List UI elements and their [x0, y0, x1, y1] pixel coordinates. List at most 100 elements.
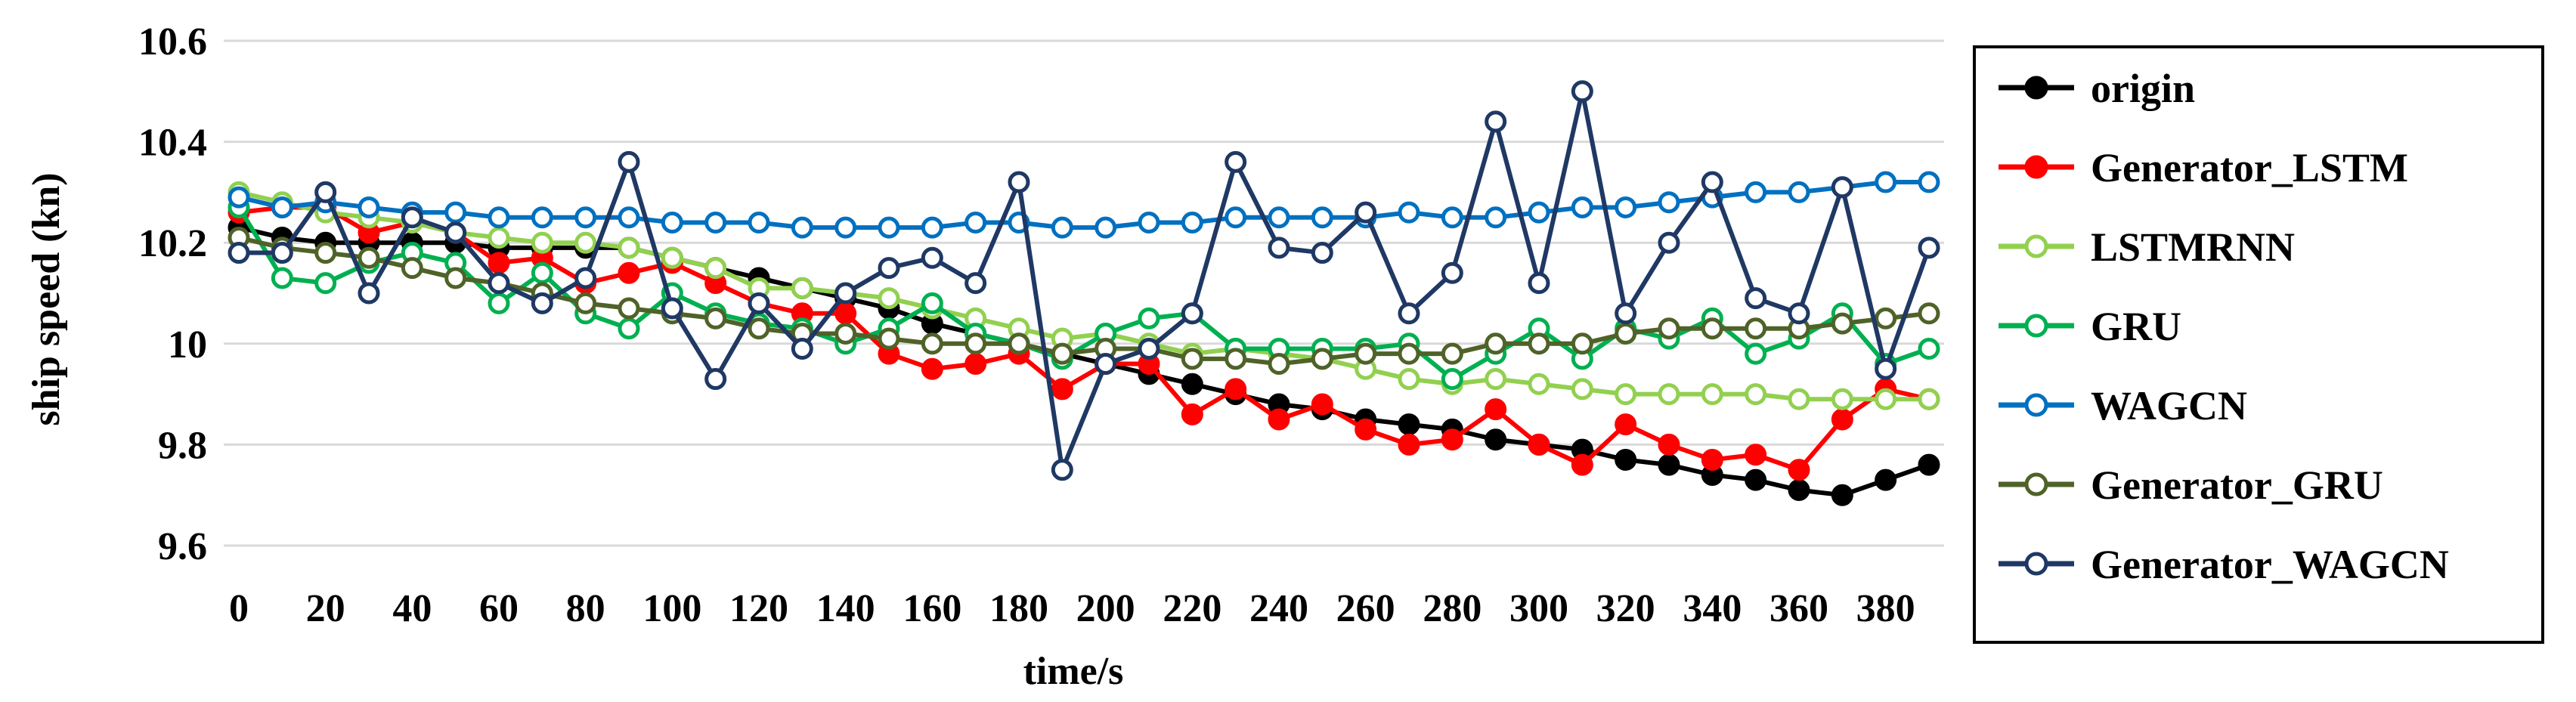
legend-item: LSTMRNN	[1999, 224, 2295, 270]
data-point	[618, 237, 640, 259]
data-point	[618, 317, 640, 340]
legend-label: Generator_WAGCN	[2091, 542, 2449, 587]
data-point	[1181, 211, 1203, 233]
data-point	[791, 277, 813, 299]
data-point	[1528, 332, 1550, 355]
data-point	[1571, 453, 1593, 476]
legend-item: GRU	[1999, 304, 2181, 349]
data-point	[1311, 348, 1333, 370]
data-point	[878, 287, 900, 310]
data-point	[704, 307, 727, 329]
data-point	[1658, 383, 1680, 406]
legend-swatch-marker	[2024, 76, 2048, 100]
legend-item: Generator_WAGCN	[1999, 542, 2449, 587]
data-point	[1225, 206, 1247, 229]
data-point	[1571, 196, 1593, 218]
series-generator-wagcn	[228, 80, 1940, 481]
data-point	[1918, 237, 1940, 259]
data-point	[1918, 337, 1940, 360]
data-point	[1788, 302, 1810, 325]
data-point	[1225, 348, 1247, 370]
data-point	[228, 242, 250, 264]
data-point	[1441, 206, 1463, 229]
data-point	[1571, 80, 1593, 103]
series-line	[238, 180, 1929, 230]
data-point	[1181, 373, 1203, 395]
x-tick-label: 40	[392, 587, 432, 630]
legend-item: WAGCN	[1999, 383, 2247, 428]
data-point	[1311, 393, 1333, 416]
data-point	[271, 267, 293, 289]
data-point	[1658, 231, 1680, 254]
data-point	[488, 272, 510, 295]
data-point	[1875, 171, 1897, 193]
data-point	[1225, 378, 1247, 400]
data-point	[271, 196, 293, 218]
data-point	[1441, 428, 1463, 451]
data-point	[228, 186, 250, 209]
data-point	[1875, 469, 1897, 491]
data-point	[531, 231, 553, 254]
data-point	[1615, 302, 1637, 325]
data-point	[1745, 342, 1767, 365]
data-point	[488, 227, 510, 249]
data-point	[1701, 317, 1723, 340]
data-point	[1051, 459, 1073, 481]
data-point	[358, 282, 380, 305]
x-tick-label: 200	[1076, 587, 1135, 630]
data-point	[618, 261, 640, 284]
series-line	[238, 205, 1930, 472]
series-line	[239, 88, 1931, 472]
data-point	[1615, 196, 1637, 218]
x-tick-label: 360	[1769, 587, 1828, 630]
legend-item: origin	[1999, 66, 2195, 111]
data-point	[444, 267, 467, 289]
data-point	[1138, 211, 1160, 233]
legend-label: Generator_LSTM	[2091, 145, 2408, 190]
data-point	[618, 206, 640, 229]
data-point	[1875, 357, 1897, 380]
data-point	[834, 322, 857, 345]
data-point	[1831, 484, 1853, 506]
legend-label: Generator_GRU	[2091, 462, 2383, 508]
data-point	[1658, 453, 1680, 476]
legend-label: LSTMRNN	[2091, 224, 2295, 270]
data-point	[1918, 171, 1940, 193]
legend-item: Generator_LSTM	[1999, 145, 2408, 190]
x-axis-title: time/s	[1023, 650, 1124, 693]
data-point	[358, 246, 380, 269]
data-point	[921, 216, 943, 239]
data-point	[834, 302, 857, 325]
data-point	[1398, 201, 1420, 224]
data-point	[1485, 332, 1507, 355]
data-point	[1094, 353, 1117, 376]
data-point	[1528, 272, 1550, 295]
data-point	[964, 332, 987, 355]
data-point	[444, 221, 467, 244]
data-point	[1441, 261, 1463, 284]
data-point	[618, 297, 640, 320]
data-point	[1398, 413, 1420, 436]
data-point	[1311, 206, 1333, 229]
data-point	[444, 201, 467, 224]
data-point	[1528, 433, 1550, 456]
legend-item: Generator_GRU	[1999, 462, 2383, 508]
legend-swatch-marker	[2024, 155, 2048, 179]
data-point	[1701, 448, 1723, 471]
data-point	[1701, 171, 1723, 193]
data-point	[1051, 378, 1073, 400]
x-tick-label: 180	[989, 587, 1048, 630]
data-point	[1918, 453, 1940, 476]
data-point	[1094, 216, 1117, 239]
legend: origin Generator_LSTM LSTMRNN GRU WAGCN Gener…	[1973, 45, 2544, 644]
data-point	[1745, 181, 1767, 203]
legend-swatch-marker	[2024, 552, 2048, 576]
legend-swatch-marker	[2024, 393, 2048, 417]
x-tick-label: 300	[1509, 587, 1568, 630]
x-tick-label: 380	[1856, 587, 1915, 630]
data-point	[1181, 302, 1203, 325]
x-tick-label: 320	[1596, 587, 1655, 630]
data-point	[1528, 373, 1550, 395]
data-point	[574, 292, 597, 314]
